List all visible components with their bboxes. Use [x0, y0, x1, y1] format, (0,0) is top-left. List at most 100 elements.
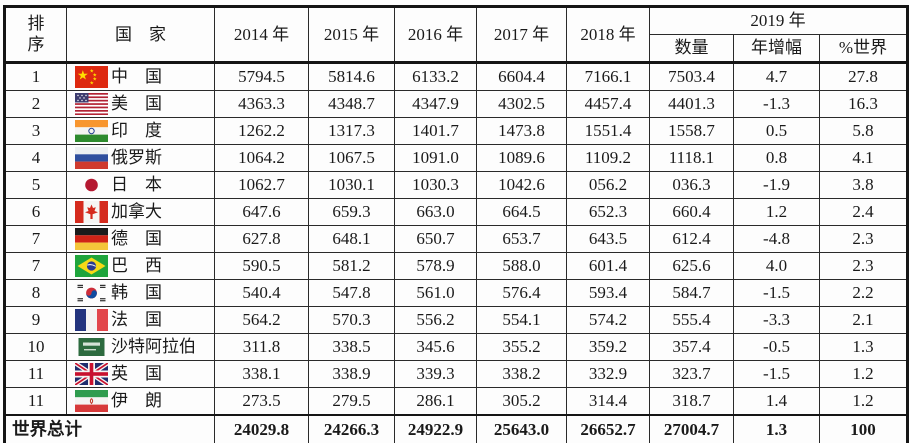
- country-name: 日 本: [111, 175, 162, 195]
- data-value: 576.4: [476, 279, 567, 307]
- brazil-flag-icon: [75, 255, 108, 277]
- data-value: 1473.8: [476, 117, 567, 145]
- world-total-label: 世界总计: [4, 414, 215, 443]
- data-value: 1109.2: [566, 144, 650, 172]
- world-total-value: 26652.7: [566, 414, 650, 443]
- country-name: 俄罗斯: [111, 148, 162, 168]
- data-value: 561.0: [394, 279, 477, 307]
- data-value: -0.5: [733, 333, 820, 361]
- table-row: 7 巴 西 590.5 581.2 578.9 588.0 601.4 625.6 4.0 2.3: [4, 252, 909, 280]
- world-total-value: 1.3: [733, 414, 820, 443]
- data-value: 1.4: [733, 387, 820, 416]
- svg-text:★: ★: [93, 77, 98, 83]
- data-value: -1.9: [733, 171, 820, 199]
- south-korea-flag-icon: [75, 282, 108, 304]
- data-value: 1.2: [818, 360, 909, 388]
- data-value: 338.1: [214, 360, 309, 388]
- country-cell: 英 国: [66, 360, 215, 388]
- usa-flag-icon: [75, 93, 108, 115]
- rank-value: 8: [4, 279, 67, 307]
- data-value: 338.5: [308, 333, 395, 361]
- data-value: 338.9: [308, 360, 395, 388]
- uk-flag-icon: [75, 363, 108, 385]
- data-value: 7503.4: [649, 62, 734, 91]
- country-cell: 沙特阿拉伯: [66, 333, 215, 361]
- data-value: 1042.6: [476, 171, 567, 199]
- data-value: 584.7: [649, 279, 734, 307]
- data-value: 652.3: [566, 198, 650, 226]
- data-value: 1067.5: [308, 144, 395, 172]
- data-value: 273.5: [214, 387, 309, 416]
- world-total-value: 24029.8: [214, 414, 309, 443]
- header-year-2015: 2015 年: [308, 6, 395, 64]
- header-row-2: 数量 年增幅 %世界: [5, 34, 909, 64]
- table-row: 7 德 国 627.8 648.1 650.7 653.7 643.5 612.4 -4.8 2.…: [4, 225, 909, 253]
- data-value: 27.8: [818, 62, 909, 91]
- data-value: 578.9: [394, 252, 477, 280]
- country-name: 英 国: [111, 364, 162, 384]
- table-row: 9 法 国 564.2 570.3 556.2 554.1 574.2 555.4 -3.3 2.…: [4, 306, 909, 334]
- data-value: 650.7: [394, 225, 477, 253]
- country-label-group: 沙特阿拉伯: [68, 336, 214, 358]
- data-value: 355.2: [476, 333, 567, 361]
- country-label-group: 俄罗斯: [68, 147, 214, 169]
- country-label-group: 英 国: [68, 363, 214, 385]
- data-value: 16.3: [818, 90, 909, 118]
- country-name: 中 国: [111, 67, 162, 87]
- data-value: 556.2: [394, 306, 477, 334]
- data-value: 1317.3: [308, 117, 395, 145]
- data-value: 1118.1: [649, 144, 734, 172]
- data-value: 1064.2: [214, 144, 309, 172]
- data-value: 4363.3: [214, 90, 309, 118]
- country-name: 德 国: [111, 229, 162, 249]
- data-value: 601.4: [566, 252, 650, 280]
- world-total-value: 25643.0: [476, 414, 567, 443]
- data-value: 1030.3: [394, 171, 477, 199]
- data-value: 612.4: [649, 225, 734, 253]
- country-cell: 印 度: [66, 117, 215, 145]
- data-value: 279.5: [308, 387, 395, 416]
- country-name: 美 国: [111, 94, 162, 114]
- data-value: 4457.4: [566, 90, 650, 118]
- data-value: 2.1: [818, 306, 909, 334]
- data-value: 588.0: [476, 252, 567, 280]
- country-label-group: 美 国: [68, 93, 214, 115]
- country-name: 巴 西: [111, 256, 162, 276]
- country-cell: ★ ★ ★ ★ ★ 中 国: [66, 62, 215, 91]
- data-value: 1.2: [733, 198, 820, 226]
- header-year-2017: 2017 年: [476, 6, 567, 64]
- data-value: 647.6: [214, 198, 309, 226]
- svg-text:★: ★: [93, 73, 98, 79]
- data-value: 648.1: [308, 225, 395, 253]
- russia-flag-icon: [75, 147, 108, 169]
- rank-value: 9: [4, 306, 67, 334]
- data-value: 323.7: [649, 360, 734, 388]
- rank-value: 4: [4, 144, 67, 172]
- table-row: 1 ★ ★ ★ ★ ★ 中 国 5794.5 5814.6 6133.2 6604.4 7166.1 7…: [4, 62, 909, 91]
- germany-flag-icon: [75, 228, 108, 250]
- world-total-value: 27004.7: [649, 414, 734, 443]
- data-value: 1.3: [818, 333, 909, 361]
- world-total-value: 24266.3: [308, 414, 395, 443]
- data-value: 2.3: [818, 225, 909, 253]
- country-name: 伊 朗: [111, 391, 162, 411]
- data-value: 359.2: [566, 333, 650, 361]
- data-value: 357.4: [649, 333, 734, 361]
- rank-value: 7: [4, 252, 67, 280]
- data-value: 5.8: [818, 117, 909, 145]
- data-value: 1262.2: [214, 117, 309, 145]
- data-value: 4401.3: [649, 90, 734, 118]
- data-value: 564.2: [214, 306, 309, 334]
- table-row: 2 美 国 4363.3 4348.7 4347.9 4302.5 4457.4 4401.3…: [4, 90, 909, 118]
- data-value: 0.5: [733, 117, 820, 145]
- country-label-group: 德 国: [68, 228, 214, 250]
- country-cell: 美 国: [66, 90, 215, 118]
- country-cell: 伊 朗: [66, 387, 215, 416]
- table-row: 11 英 国 338.1 338.9 339.3 338.2 332.9 323.7 -1.5 1…: [4, 360, 909, 388]
- svg-text:★: ★: [90, 69, 95, 75]
- svg-text:★: ★: [90, 81, 95, 87]
- data-value: 643.5: [566, 225, 650, 253]
- country-label-group: 韩 国: [68, 282, 214, 304]
- header-country: 国 家: [66, 6, 215, 64]
- data-value: 311.8: [214, 333, 309, 361]
